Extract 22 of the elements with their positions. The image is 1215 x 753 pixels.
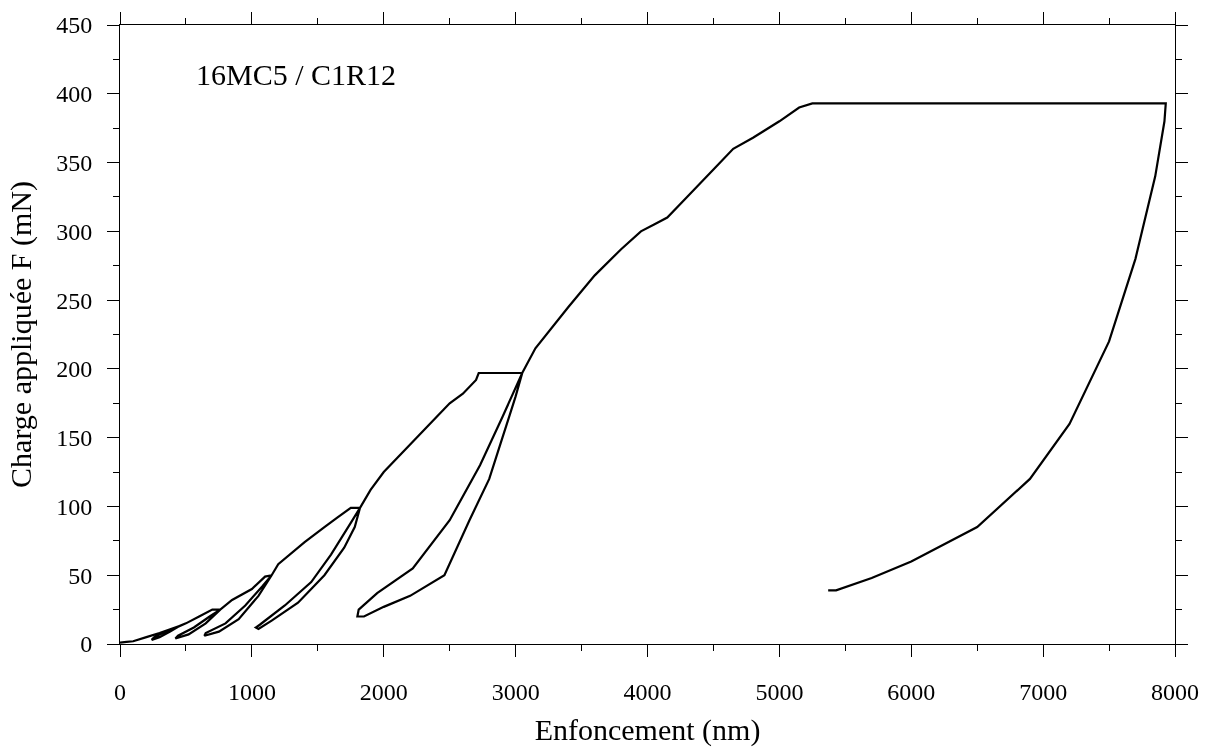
x-tick-label: 8000 bbox=[1151, 678, 1199, 705]
y-tick-label: 300 bbox=[56, 218, 93, 245]
x-tick-label: 7000 bbox=[1019, 678, 1068, 705]
y-tick-label: 450 bbox=[56, 12, 93, 39]
y-tick-label: 200 bbox=[56, 356, 93, 383]
y-tick-label: 50 bbox=[68, 562, 93, 589]
x-tick-label: 0 bbox=[114, 678, 126, 705]
x-tick-label: 3000 bbox=[491, 678, 540, 705]
x-tick-label: 5000 bbox=[755, 678, 804, 705]
y-axis-title: Charge appliquée F (mN) bbox=[4, 181, 39, 488]
x-tick-label: 4000 bbox=[623, 678, 672, 705]
y-tick-label: 0 bbox=[80, 631, 93, 658]
y-tick-label: 150 bbox=[56, 425, 93, 452]
y-tick-label: 400 bbox=[56, 81, 93, 108]
y-tick-label: 100 bbox=[56, 493, 93, 520]
x-tick-label: 1000 bbox=[227, 678, 276, 705]
y-tick-label: 250 bbox=[56, 287, 93, 314]
x-tick-label: 2000 bbox=[359, 678, 408, 705]
x-tick-label: 6000 bbox=[887, 678, 936, 705]
y-tick-label: 350 bbox=[56, 149, 93, 176]
annotation: 16MC5 / C1R12 bbox=[196, 58, 397, 91]
x-axis-title: Enfoncement (nm) bbox=[534, 713, 761, 748]
